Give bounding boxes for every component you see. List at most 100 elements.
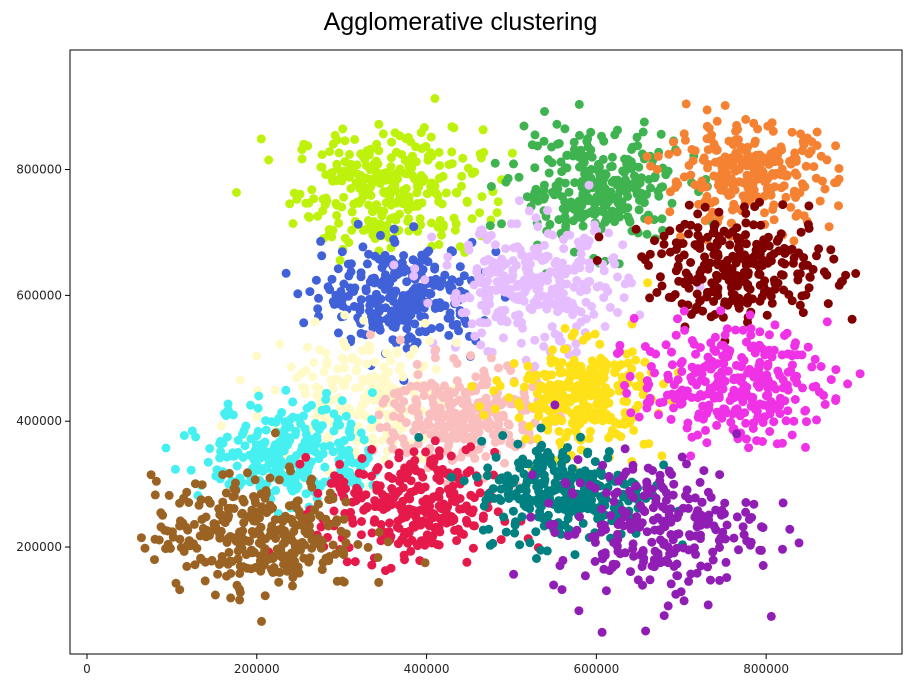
data-point <box>755 197 764 207</box>
data-point <box>235 595 245 605</box>
cluster-5 <box>389 180 705 371</box>
data-point <box>732 223 742 233</box>
data-point <box>288 518 298 528</box>
data-point <box>595 339 605 349</box>
data-point <box>599 564 609 574</box>
data-point <box>571 261 581 271</box>
data-point <box>222 432 232 442</box>
data-point <box>452 338 462 348</box>
data-point <box>594 232 604 242</box>
data-point <box>270 440 280 450</box>
data-point <box>639 439 649 449</box>
cluster-1 <box>232 94 517 265</box>
data-point <box>661 488 671 498</box>
data-point <box>620 419 630 429</box>
data-point <box>365 300 375 310</box>
data-point <box>367 274 377 284</box>
data-point <box>418 177 428 186</box>
data-point <box>712 116 722 126</box>
data-point <box>347 207 357 217</box>
data-point <box>532 434 542 444</box>
data-point <box>719 359 729 369</box>
data-point <box>358 225 368 235</box>
data-point <box>210 525 220 535</box>
data-point <box>528 194 538 204</box>
data-point <box>706 242 716 252</box>
data-point <box>513 318 522 328</box>
data-point <box>629 425 639 435</box>
data-point <box>335 473 345 483</box>
data-point <box>510 474 520 484</box>
data-point <box>543 155 553 164</box>
data-point <box>623 203 633 213</box>
data-point <box>749 499 759 509</box>
data-point <box>583 331 592 341</box>
data-point <box>237 509 247 519</box>
data-point <box>365 174 375 184</box>
data-point <box>635 501 645 510</box>
data-point <box>490 158 500 168</box>
data-point <box>677 299 687 309</box>
data-point <box>692 289 702 299</box>
cluster-2 <box>485 99 725 279</box>
data-point <box>446 451 456 461</box>
data-point <box>408 295 418 305</box>
data-point <box>816 362 826 371</box>
data-point <box>517 250 527 260</box>
data-point <box>340 136 350 146</box>
data-point <box>578 388 587 398</box>
data-point <box>631 381 641 391</box>
data-point <box>591 408 600 418</box>
data-point <box>552 119 562 129</box>
data-point <box>332 159 342 169</box>
data-point <box>610 360 620 370</box>
data-point <box>409 222 419 232</box>
data-point <box>667 198 677 208</box>
data-point <box>385 518 394 528</box>
data-point <box>763 390 773 400</box>
data-point <box>545 219 555 229</box>
data-point <box>519 382 529 392</box>
data-point <box>713 371 723 381</box>
data-point <box>380 250 390 260</box>
data-point <box>617 372 627 382</box>
data-point <box>313 304 323 314</box>
data-point <box>369 371 379 381</box>
data-point <box>520 392 530 402</box>
data-point <box>794 248 804 258</box>
data-point <box>239 518 249 528</box>
data-point <box>325 147 335 157</box>
data-point <box>578 374 588 384</box>
data-point <box>407 163 417 173</box>
data-point <box>620 381 629 390</box>
data-point <box>783 406 793 416</box>
data-point <box>831 365 841 375</box>
data-point <box>416 128 426 138</box>
data-point <box>311 275 321 285</box>
data-point <box>340 310 350 320</box>
data-point <box>409 271 419 281</box>
data-point <box>658 397 668 407</box>
data-point <box>709 393 719 403</box>
data-point <box>755 369 765 379</box>
y-tick-label: 800000 <box>16 163 62 177</box>
data-point <box>412 359 422 369</box>
data-point <box>680 325 690 335</box>
data-point <box>337 396 347 406</box>
data-point <box>378 435 387 445</box>
data-point <box>667 347 676 357</box>
data-point <box>304 462 314 472</box>
data-point <box>445 308 455 318</box>
data-point <box>716 260 726 269</box>
data-point <box>388 213 398 223</box>
data-point <box>399 531 409 541</box>
data-point <box>690 512 700 522</box>
data-point <box>344 450 354 460</box>
data-point <box>354 468 364 478</box>
data-point <box>401 447 411 457</box>
data-point <box>453 524 463 534</box>
data-point <box>504 420 514 430</box>
data-point <box>721 171 731 181</box>
data-point <box>635 371 645 381</box>
data-point <box>410 303 420 313</box>
